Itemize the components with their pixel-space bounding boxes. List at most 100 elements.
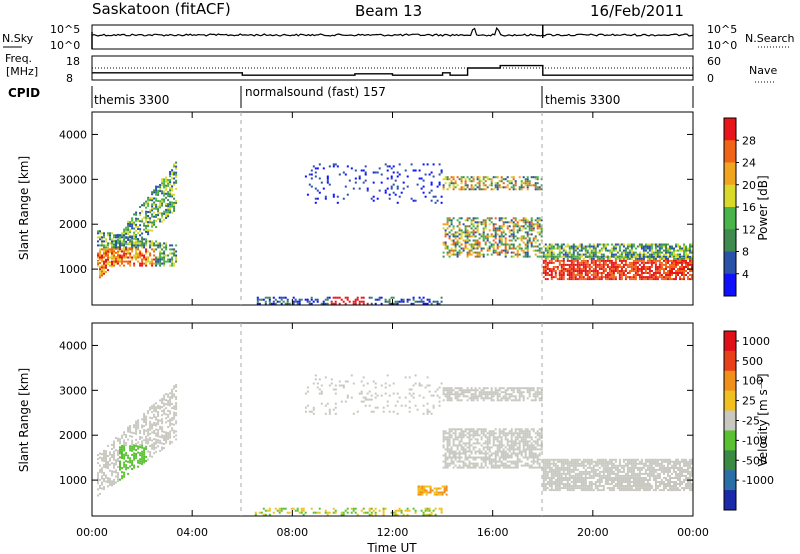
power-mark bbox=[602, 270, 605, 272]
velocity-mark bbox=[444, 452, 447, 455]
power-mark bbox=[562, 259, 565, 262]
velocity-mark bbox=[673, 485, 675, 487]
velocity-mark bbox=[574, 487, 577, 490]
velocity-mark bbox=[502, 387, 505, 390]
power-mark bbox=[410, 302, 413, 305]
power-mark bbox=[99, 268, 101, 271]
velocity-mark bbox=[131, 468, 134, 470]
power-mark bbox=[654, 253, 657, 256]
power-mark bbox=[687, 255, 689, 258]
velocity-mark bbox=[123, 443, 126, 446]
power-mark bbox=[648, 270, 651, 272]
power-mark bbox=[560, 255, 563, 258]
velocity-mark bbox=[634, 462, 637, 465]
velocity-mark bbox=[562, 479, 565, 481]
power-mark bbox=[452, 176, 455, 179]
power-mark bbox=[576, 266, 579, 268]
power-mark bbox=[654, 278, 657, 281]
power-mark bbox=[514, 184, 517, 187]
velocity-mark bbox=[640, 458, 643, 461]
velocity-mark bbox=[446, 391, 449, 394]
velocity-mark bbox=[502, 430, 505, 433]
power-mark bbox=[586, 249, 589, 252]
power-mark bbox=[167, 199, 170, 202]
velocity-mark bbox=[544, 489, 547, 492]
velocity-mark bbox=[689, 487, 691, 490]
velocity-mark bbox=[484, 391, 487, 394]
velocity-mark bbox=[111, 482, 113, 485]
velocity-mark bbox=[570, 489, 573, 492]
power-mark bbox=[642, 263, 645, 266]
power-mark bbox=[117, 234, 119, 237]
velocity-mark bbox=[171, 423, 174, 426]
power-mark bbox=[462, 247, 465, 250]
power-mark bbox=[145, 238, 148, 241]
velocity-mark bbox=[576, 487, 579, 490]
power-mark bbox=[390, 185, 393, 188]
velocity-mark bbox=[478, 456, 481, 459]
power-mark bbox=[396, 302, 399, 305]
velocity-mark bbox=[482, 393, 485, 396]
velocity-mark bbox=[667, 481, 669, 483]
velocity-mark bbox=[667, 468, 669, 471]
velocity-mark bbox=[594, 470, 597, 473]
power-mark bbox=[113, 258, 115, 261]
velocity-mark bbox=[683, 474, 685, 477]
power-mark bbox=[474, 251, 477, 254]
power-mark bbox=[544, 270, 547, 272]
power-mark bbox=[145, 262, 148, 265]
power-mark bbox=[566, 270, 569, 272]
power-mark bbox=[502, 229, 505, 232]
velocity-mark bbox=[618, 468, 621, 471]
velocity-mark bbox=[622, 474, 625, 477]
velocity-mark bbox=[580, 464, 583, 467]
power-mark bbox=[522, 221, 525, 224]
velocity-mark bbox=[602, 477, 605, 479]
velocity-mark bbox=[542, 483, 545, 485]
velocity-mark bbox=[97, 458, 99, 461]
power-mark bbox=[576, 268, 579, 270]
velocity-mark bbox=[442, 466, 445, 469]
power-mark bbox=[362, 302, 365, 305]
power-mark bbox=[123, 264, 126, 267]
velocity-mark bbox=[608, 460, 611, 463]
power-mark bbox=[630, 266, 633, 268]
velocity-mark bbox=[677, 458, 679, 461]
power-mark bbox=[149, 199, 152, 202]
power-mark bbox=[129, 262, 132, 265]
power-mark bbox=[324, 302, 327, 305]
power-mark bbox=[526, 178, 529, 181]
velocity-mark bbox=[606, 481, 609, 483]
power-mark bbox=[584, 266, 587, 268]
velocity-mark bbox=[169, 412, 172, 415]
power-mark bbox=[145, 206, 148, 209]
power-mark bbox=[97, 236, 99, 239]
velocity-mark bbox=[157, 413, 160, 415]
velocity-mark bbox=[472, 458, 475, 461]
velocity-mark bbox=[492, 391, 495, 394]
power-mark bbox=[622, 249, 625, 252]
velocity-mark bbox=[119, 446, 121, 449]
power-mark bbox=[123, 232, 126, 235]
power-mark bbox=[671, 259, 673, 262]
power-mark bbox=[426, 302, 429, 305]
power-mark bbox=[650, 274, 653, 276]
power-mark bbox=[139, 228, 142, 231]
velocity-mark bbox=[468, 460, 471, 463]
power-mark bbox=[614, 259, 617, 262]
power-mark bbox=[638, 263, 641, 266]
power-mark bbox=[592, 259, 595, 262]
power-mark bbox=[155, 226, 158, 228]
power-mark bbox=[163, 256, 166, 259]
velocity-mark bbox=[107, 467, 109, 470]
velocity-mark bbox=[109, 469, 111, 472]
velocity-mark bbox=[442, 399, 445, 402]
velocity-mark bbox=[614, 483, 617, 485]
velocity-mark bbox=[454, 452, 457, 455]
velocity-mark bbox=[157, 435, 160, 438]
power-mark bbox=[548, 259, 551, 262]
velocity-mark bbox=[654, 468, 657, 471]
velocity-mark bbox=[117, 439, 119, 442]
velocity-mark bbox=[476, 432, 479, 435]
power-mark bbox=[494, 235, 497, 238]
